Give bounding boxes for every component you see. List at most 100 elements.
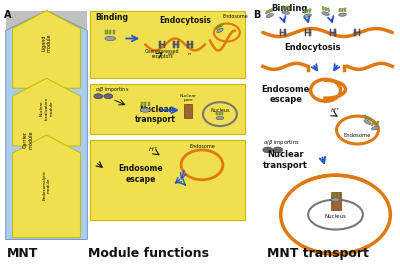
Bar xyxy=(220,24,223,27)
Bar xyxy=(218,25,221,28)
Bar xyxy=(376,121,379,125)
Bar xyxy=(338,193,339,196)
Bar xyxy=(359,29,360,36)
Bar xyxy=(266,10,268,14)
Bar xyxy=(148,102,150,106)
Ellipse shape xyxy=(94,94,103,99)
Ellipse shape xyxy=(339,13,346,16)
Bar xyxy=(344,8,346,12)
Bar xyxy=(335,193,336,196)
Text: Endosome
escape: Endosome escape xyxy=(118,164,163,184)
Ellipse shape xyxy=(304,14,312,17)
Polygon shape xyxy=(13,11,80,88)
Ellipse shape xyxy=(322,12,329,16)
Bar xyxy=(90,84,245,134)
Text: Nuclear
transport: Nuclear transport xyxy=(263,150,308,170)
Bar xyxy=(187,44,193,45)
Bar xyxy=(354,29,356,36)
Text: Nuclear
transport: Nuclear transport xyxy=(135,105,176,124)
Bar xyxy=(270,8,273,12)
Bar xyxy=(285,6,287,10)
Bar xyxy=(332,193,334,196)
Bar xyxy=(325,7,327,11)
Bar xyxy=(268,9,271,13)
Bar xyxy=(280,32,286,33)
Bar xyxy=(216,26,219,30)
Bar xyxy=(159,41,161,48)
Text: B: B xyxy=(253,10,260,20)
Ellipse shape xyxy=(266,14,274,18)
Bar xyxy=(222,112,224,115)
Ellipse shape xyxy=(331,198,340,201)
Ellipse shape xyxy=(273,147,283,153)
Text: $\alpha/\beta$ importins: $\alpha/\beta$ importins xyxy=(263,138,300,147)
Bar xyxy=(106,30,108,35)
Text: Module functions: Module functions xyxy=(88,247,209,260)
Polygon shape xyxy=(13,135,80,238)
Bar xyxy=(369,118,372,121)
Polygon shape xyxy=(6,11,87,239)
Bar xyxy=(330,192,340,210)
Text: Endosomolytic
module: Endosomolytic module xyxy=(42,170,51,200)
Bar xyxy=(342,8,343,12)
Bar xyxy=(330,29,331,36)
Text: H$^+$: H$^+$ xyxy=(330,106,340,115)
Bar xyxy=(6,11,87,219)
Ellipse shape xyxy=(104,94,113,99)
Bar xyxy=(330,32,336,33)
Text: Endosome: Endosome xyxy=(344,133,371,138)
Bar xyxy=(113,30,115,35)
Bar xyxy=(178,41,179,48)
Text: Endosome: Endosome xyxy=(222,14,248,19)
Bar xyxy=(305,32,311,33)
Text: Ligand
module: Ligand module xyxy=(41,33,52,52)
Bar xyxy=(374,122,376,125)
Text: H$^+$: H$^+$ xyxy=(148,145,159,154)
Bar xyxy=(90,11,245,78)
Text: in: in xyxy=(188,52,192,56)
Text: Endocytosis: Endocytosis xyxy=(159,16,211,25)
Text: MNT: MNT xyxy=(7,247,38,260)
Bar xyxy=(309,9,311,12)
Ellipse shape xyxy=(372,126,379,130)
Bar xyxy=(280,29,281,36)
Bar xyxy=(339,8,341,12)
Bar xyxy=(327,8,330,12)
Bar xyxy=(364,115,367,119)
Bar xyxy=(90,140,245,219)
Bar xyxy=(288,7,290,10)
Ellipse shape xyxy=(282,11,290,14)
Bar xyxy=(309,29,311,36)
Bar xyxy=(305,29,306,36)
Text: Binding: Binding xyxy=(272,4,308,13)
Bar xyxy=(371,122,374,126)
Ellipse shape xyxy=(364,120,371,124)
Bar xyxy=(164,41,165,48)
Bar xyxy=(282,6,284,9)
Bar xyxy=(306,9,308,13)
Ellipse shape xyxy=(216,116,224,120)
Bar xyxy=(159,44,165,45)
Ellipse shape xyxy=(217,28,223,33)
Bar xyxy=(322,7,324,10)
Text: Nuclear
localization
module: Nuclear localization module xyxy=(40,96,53,120)
Bar xyxy=(216,112,218,115)
Bar xyxy=(334,29,336,36)
Bar xyxy=(354,32,360,33)
Text: Endocytosis: Endocytosis xyxy=(284,44,341,52)
Polygon shape xyxy=(13,78,80,146)
Bar xyxy=(192,41,193,48)
Bar xyxy=(187,41,189,48)
Text: A: A xyxy=(4,10,11,20)
Bar xyxy=(141,102,143,106)
Bar xyxy=(366,116,370,120)
Text: Nucleus: Nucleus xyxy=(210,108,230,113)
Bar xyxy=(284,29,286,36)
Text: out: out xyxy=(168,52,175,56)
Bar xyxy=(109,30,111,35)
Text: Nucleus: Nucleus xyxy=(324,214,346,219)
Ellipse shape xyxy=(105,36,116,41)
Text: $\alpha/\beta$ importins: $\alpha/\beta$ importins xyxy=(95,85,130,94)
Text: MNT transport: MNT transport xyxy=(267,247,368,260)
Bar xyxy=(184,104,192,118)
